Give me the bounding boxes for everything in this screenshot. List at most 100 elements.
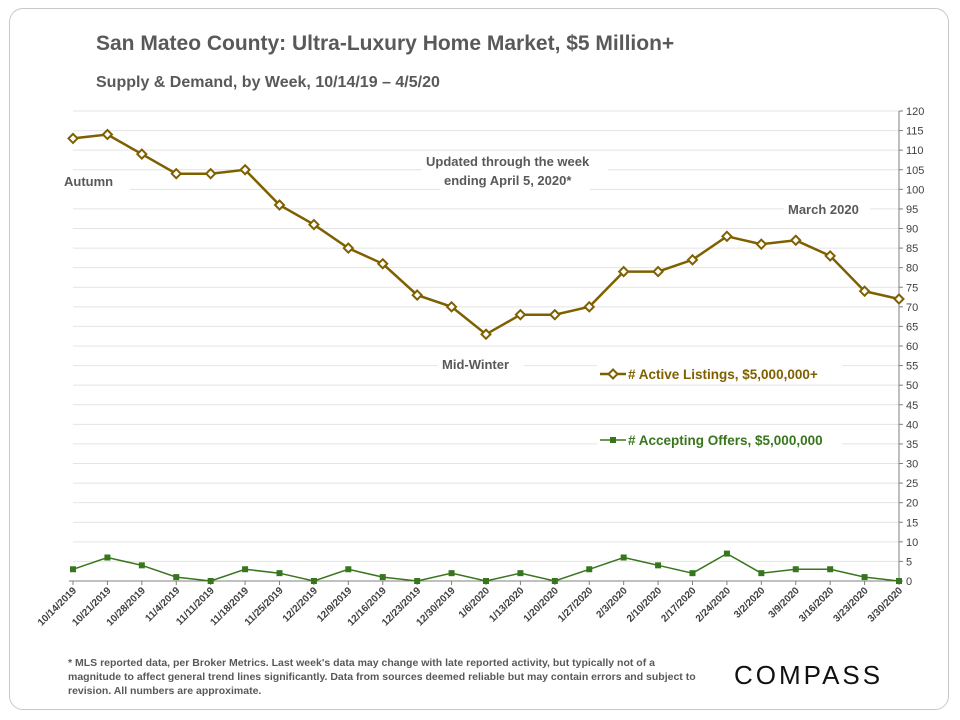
data-point	[517, 570, 524, 577]
data-point	[824, 250, 837, 262]
data-point	[414, 578, 421, 584]
annotation-bg	[440, 171, 590, 190]
annotation-text: Updated through the week	[426, 154, 590, 169]
legend-label: # Active Listings, $5,000,000+	[628, 367, 818, 382]
x-tick-label: 1/13/2020	[487, 585, 527, 625]
x-tick-label: 3/9/2020	[767, 585, 803, 621]
data-point	[896, 578, 902, 584]
x-tick-label: 2/24/2020	[694, 585, 734, 625]
legend-marker	[607, 368, 619, 380]
y-tick-label: 90	[906, 224, 918, 236]
data-point	[445, 300, 458, 313]
y-tick-label: 75	[906, 282, 918, 294]
data-point	[173, 574, 180, 581]
data-point	[858, 285, 871, 298]
y-tick-label: 80	[906, 263, 918, 275]
x-tick-label: 3/2/2020	[732, 585, 768, 621]
data-point	[689, 570, 696, 577]
data-point	[242, 566, 249, 573]
data-point	[342, 242, 355, 254]
data-point	[67, 132, 79, 145]
annotation-bg	[60, 172, 130, 191]
data-point	[276, 570, 283, 577]
data-point	[789, 234, 802, 247]
chart-title: San Mateo County: Ultra-Luxury Home Mark…	[96, 32, 675, 55]
legend-marker	[610, 437, 616, 443]
data-point	[310, 578, 317, 584]
annotation-text: Mid-Winter	[442, 357, 509, 372]
legend-bg	[597, 363, 842, 383]
y-tick-label: 110	[906, 145, 924, 157]
data-point	[104, 554, 111, 561]
x-tick-label: 2/10/2020	[625, 585, 665, 625]
data-point	[583, 300, 596, 313]
y-tick-label: 120	[906, 106, 924, 118]
data-point	[721, 230, 733, 243]
y-tick-label: 40	[906, 419, 918, 431]
data-point	[345, 566, 352, 573]
y-tick-label: 65	[906, 321, 918, 333]
y-tick-label: 100	[906, 184, 924, 196]
x-axis-ticks: 10/14/201910/21/201910/28/201911/4/20191…	[36, 581, 905, 629]
annotation-bg	[422, 152, 608, 171]
chart-subtitle: Supply & Demand, by Week, 10/14/19 – 4/5…	[96, 74, 440, 91]
data-point	[376, 257, 389, 270]
y-tick-label: 10	[906, 537, 918, 549]
x-tick-label: 1/27/2020	[556, 585, 596, 625]
annotation-bg	[784, 200, 870, 219]
data-point	[138, 562, 145, 569]
data-point	[448, 570, 455, 577]
data-point	[411, 289, 424, 301]
y-tick-label: 30	[906, 459, 918, 471]
x-tick-label: 3/23/2020	[831, 585, 871, 625]
compass-logo: COMPASS	[734, 660, 884, 690]
data-point	[273, 199, 286, 211]
y-tick-label: 105	[906, 165, 924, 177]
x-tick-label: 12/2/2019	[281, 585, 321, 625]
y-tick-label: 70	[906, 302, 918, 314]
data-point	[758, 570, 765, 577]
data-point	[483, 578, 489, 584]
data-point	[101, 128, 114, 141]
y-tick-label: 95	[906, 204, 918, 216]
y-tick-label: 60	[906, 341, 918, 353]
data-point	[548, 308, 561, 321]
data-point	[655, 562, 662, 569]
series-lines	[67, 128, 905, 584]
data-point	[586, 566, 593, 573]
footnote: * MLS reported data, per Broker Metrics.…	[68, 657, 696, 697]
annotations: Autumn Updated through the week ending Apr…	[60, 152, 870, 374]
y-tick-label: 25	[906, 478, 918, 490]
data-point	[755, 238, 768, 251]
x-tick-label: 1/6/2020	[457, 585, 493, 621]
legend: # Active Listings, $5,000,000+ # Acceptin…	[597, 363, 842, 449]
data-point	[827, 566, 834, 573]
data-point	[861, 574, 868, 581]
y-tick-label: 0	[906, 576, 912, 588]
data-point	[514, 308, 527, 321]
data-point	[480, 328, 492, 341]
data-point	[170, 167, 183, 180]
y-tick-label: 115	[906, 126, 924, 138]
x-tick-label: 1/20/2020	[522, 585, 562, 625]
x-tick-label: 2/17/2020	[659, 585, 699, 625]
series-line	[72, 552, 900, 582]
y-tick-label: 50	[906, 380, 918, 392]
y-tick-label: 45	[906, 400, 918, 412]
y-axis-ticks: 0 5 10 15 20 25 30 35 40 45 50 55 60 65 70 75 80 85 90 95 10…	[899, 106, 924, 588]
data-point	[723, 550, 730, 557]
annotation-text: Autumn	[64, 174, 113, 189]
data-point	[652, 265, 664, 278]
data-point	[308, 218, 320, 231]
y-tick-label: 15	[906, 517, 918, 529]
data-point	[204, 167, 217, 180]
data-point	[686, 253, 699, 266]
data-point	[620, 554, 627, 561]
y-tick-label: 35	[906, 439, 918, 451]
data-point	[70, 566, 76, 573]
y-tick-label: 85	[906, 243, 918, 255]
x-tick-label: 3/30/2020	[866, 585, 906, 625]
annotation-text: March 2020	[788, 202, 859, 217]
legend-label: # Accepting Offers, $5,000,000	[628, 433, 823, 448]
data-point	[207, 578, 214, 584]
